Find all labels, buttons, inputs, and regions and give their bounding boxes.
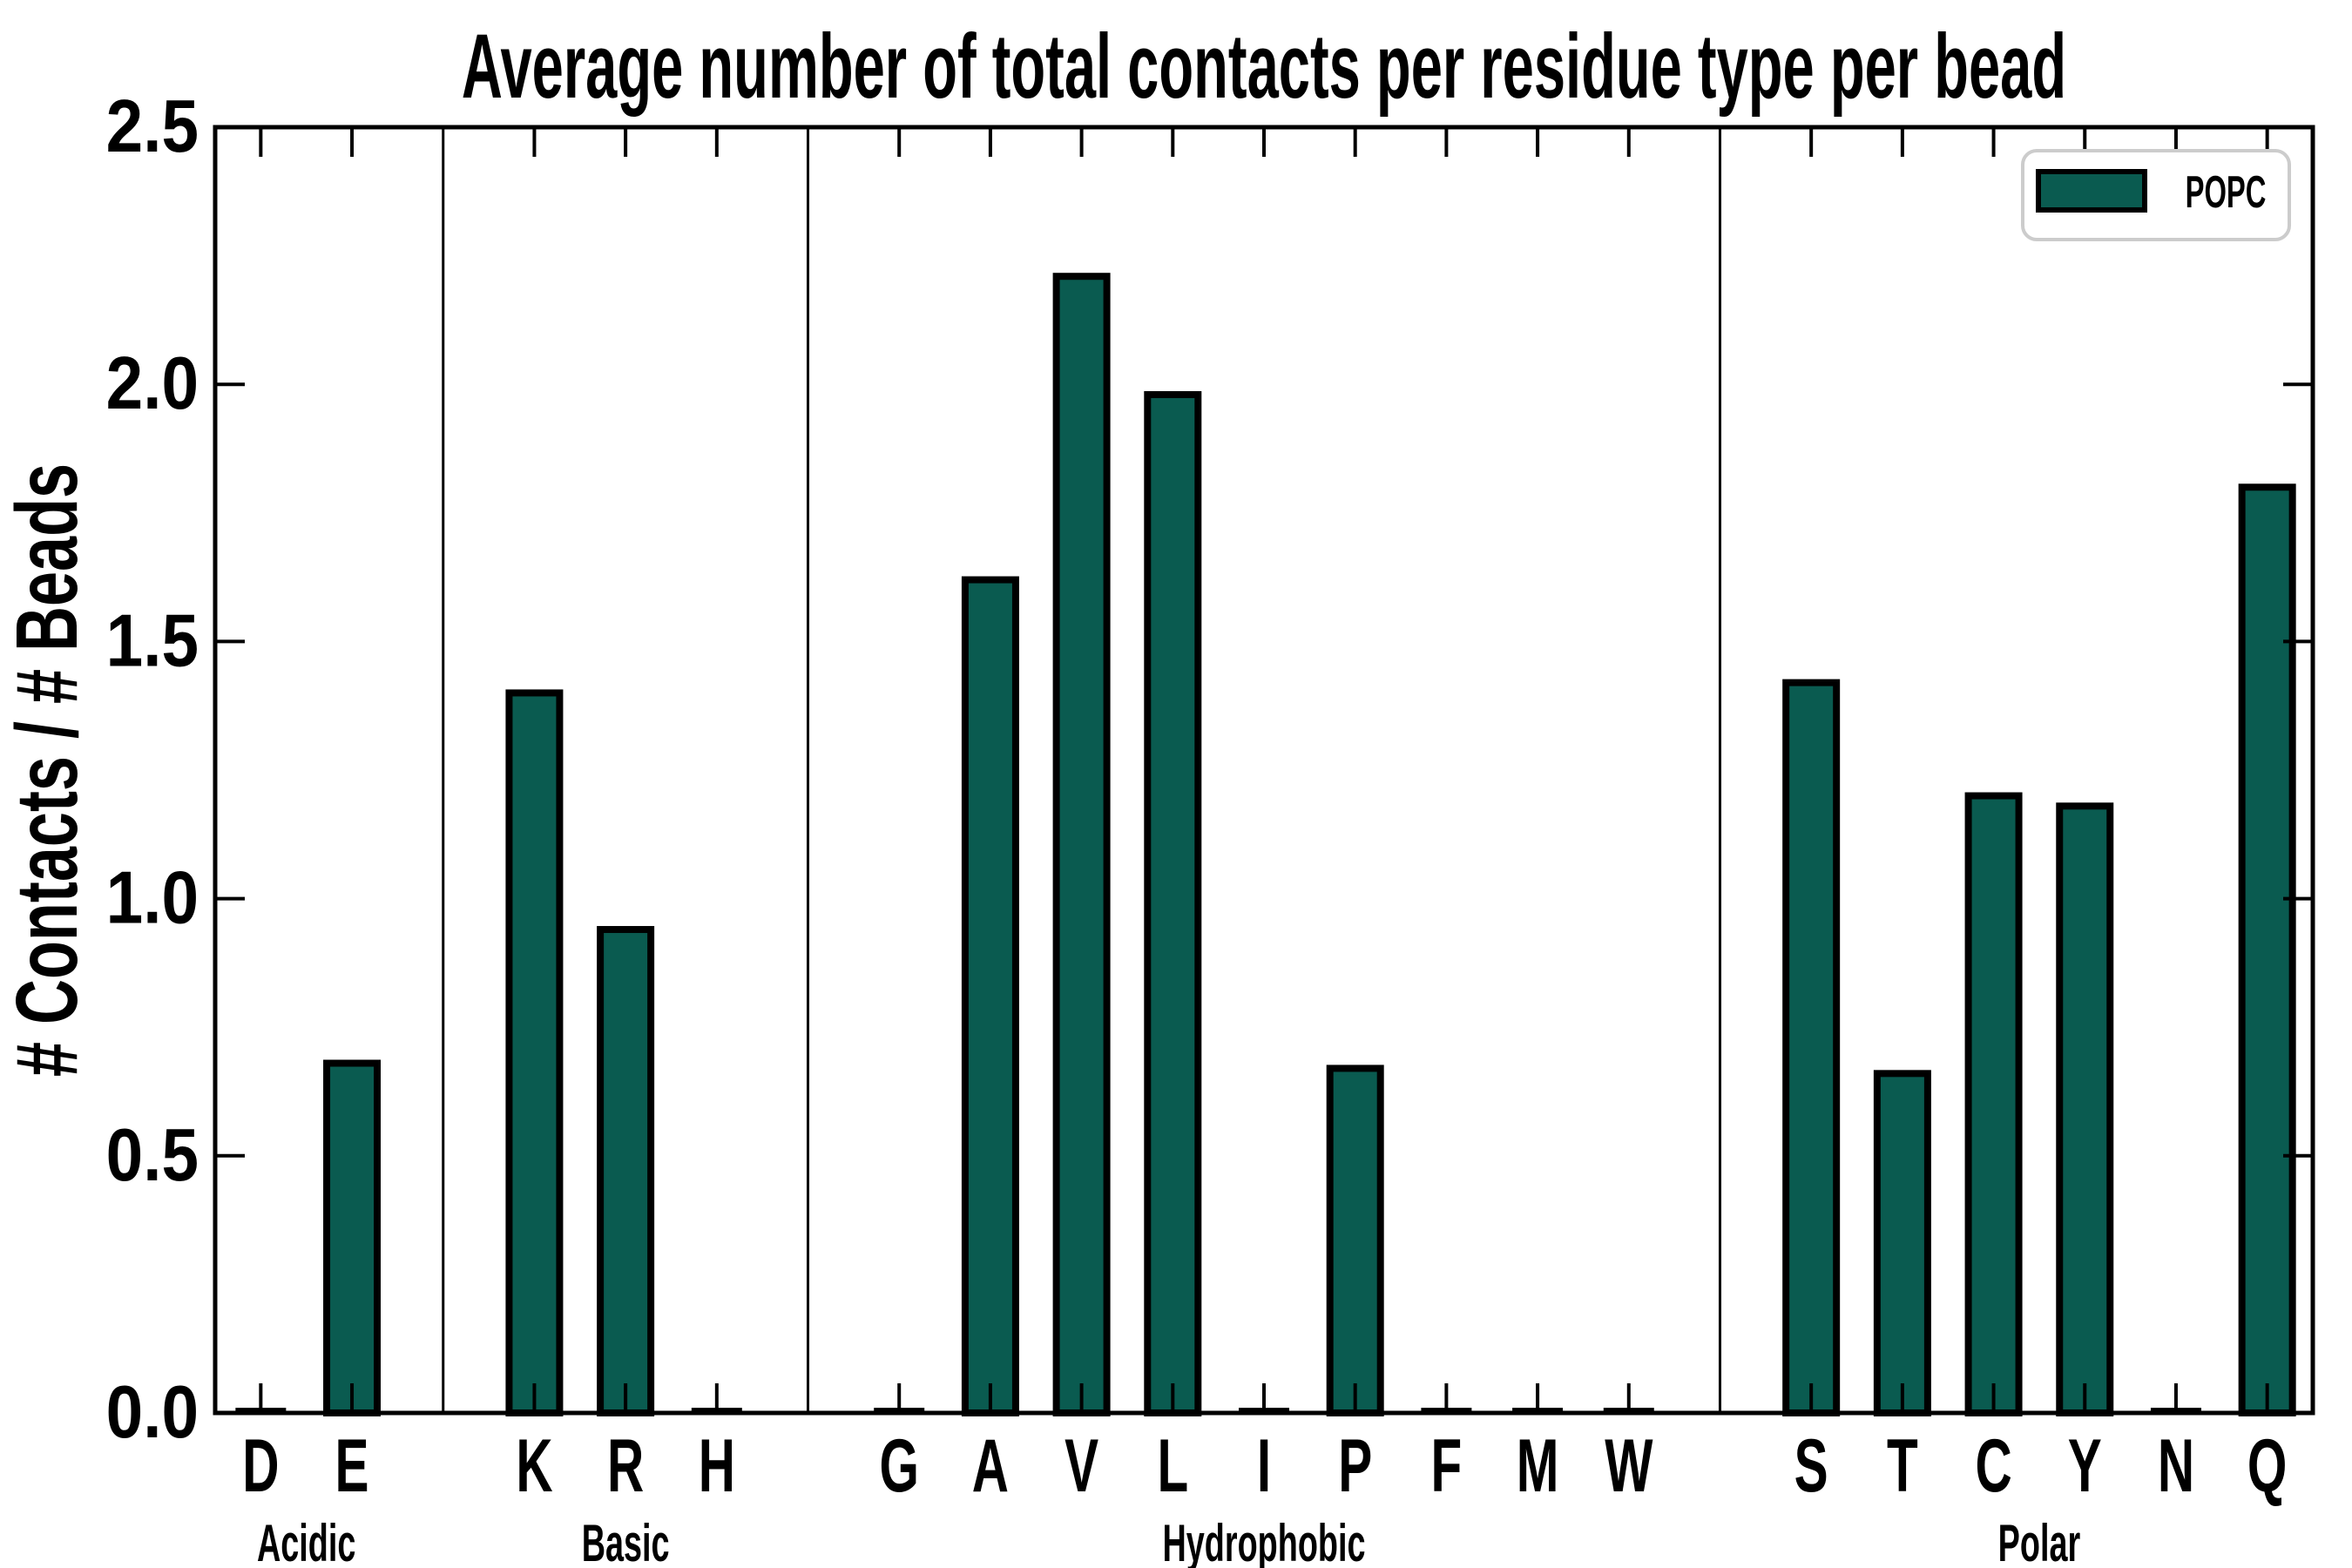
svg-text:Acidic: Acidic xyxy=(257,1514,355,1568)
svg-text:A: A xyxy=(972,1423,1009,1508)
legend-label: POPC xyxy=(2186,168,2267,218)
group-label-Acidic: Acidic xyxy=(257,1514,355,1568)
svg-text:M: M xyxy=(1517,1423,1559,1508)
svg-text:F: F xyxy=(1431,1423,1463,1508)
x-label-F: F xyxy=(1431,1423,1463,1508)
svg-text:2.5: 2.5 xyxy=(106,85,199,168)
svg-text:0.0: 0.0 xyxy=(106,1371,199,1454)
svg-text:1.5: 1.5 xyxy=(106,600,199,683)
svg-text:C: C xyxy=(1975,1423,2011,1508)
group-dividers-layer xyxy=(442,127,1721,1413)
x-label-N: N xyxy=(2158,1423,2194,1508)
x-label-C: C xyxy=(1975,1423,2011,1508)
bar-E xyxy=(323,1059,382,1416)
bar-V xyxy=(1052,273,1111,1417)
svg-text:E: E xyxy=(335,1423,369,1508)
bar-A xyxy=(961,576,1019,1416)
x-label-K: K xyxy=(516,1423,552,1508)
svg-text:0.5: 0.5 xyxy=(106,1114,199,1197)
svg-text:D: D xyxy=(242,1423,279,1508)
x-label-A: A xyxy=(972,1423,1009,1508)
legend: POPC xyxy=(2021,149,2291,241)
svg-text:H: H xyxy=(699,1423,735,1508)
bar-L xyxy=(1144,391,1202,1416)
x-label-I: I xyxy=(1257,1423,1271,1508)
bar-Q xyxy=(2238,483,2296,1416)
x-label-G: G xyxy=(879,1423,918,1508)
y-tick-label-2.5: 2.5 xyxy=(106,85,199,168)
x-label-Q: Q xyxy=(2247,1423,2287,1508)
y-tick-label-0.0: 0.0 xyxy=(106,1371,199,1454)
bar-S xyxy=(1782,679,1841,1416)
svg-text:Q: Q xyxy=(2247,1423,2287,1508)
group-label-Polar: Polar xyxy=(1998,1514,2081,1568)
svg-text:K: K xyxy=(516,1423,552,1508)
x-label-R: R xyxy=(607,1423,644,1508)
bar-Y xyxy=(2056,802,2114,1416)
group-label-Basic: Basic xyxy=(582,1514,670,1568)
bar-K xyxy=(505,689,564,1416)
x-label-S: S xyxy=(1794,1423,1828,1508)
svg-text:Polar: Polar xyxy=(1998,1514,2081,1568)
svg-text:L: L xyxy=(1157,1423,1188,1508)
svg-text:N: N xyxy=(2158,1423,2194,1508)
x-label-M: M xyxy=(1517,1423,1559,1508)
svg-text:Hydrophobic: Hydrophobic xyxy=(1162,1514,1365,1568)
svg-text:I: I xyxy=(1257,1423,1271,1508)
x-label-H: H xyxy=(699,1423,735,1508)
bar-T xyxy=(1873,1070,1931,1417)
bar-C xyxy=(1964,792,2023,1416)
svg-text:2.0: 2.0 xyxy=(106,343,199,426)
svg-text:Y: Y xyxy=(2068,1423,2102,1508)
svg-text:POPC: POPC xyxy=(2186,168,2267,218)
y-tick-label-1.0: 1.0 xyxy=(106,857,199,940)
svg-text:R: R xyxy=(607,1423,644,1508)
bar-R xyxy=(597,926,655,1417)
y-tick-labels-layer: 0.0 0.5 1.0 1.5 2.0 2.5 xyxy=(106,85,199,1454)
svg-text:Average number of total contac: Average number of total contacts per res… xyxy=(462,15,2066,118)
x-label-T: T xyxy=(1887,1423,1918,1508)
svg-text:# Contacts / # Beads: # Contacts / # Beads xyxy=(0,463,96,1077)
group-label-Hydrophobic: Hydrophobic xyxy=(1162,1514,1365,1568)
group-labels-layer: Acidic Basic Hydrophobic Polar xyxy=(257,1514,2080,1568)
x-label-V: V xyxy=(1064,1423,1098,1508)
x-label-P: P xyxy=(1338,1423,1372,1508)
bars-layer xyxy=(235,273,2296,1417)
bar-P xyxy=(1326,1064,1384,1416)
svg-text:W: W xyxy=(1605,1423,1653,1508)
x-label-D: D xyxy=(242,1423,279,1508)
svg-text:V: V xyxy=(1064,1423,1098,1508)
svg-text:S: S xyxy=(1794,1423,1828,1508)
chart-title: Average number of total contacts per res… xyxy=(462,15,2066,118)
svg-text:P: P xyxy=(1338,1423,1372,1508)
svg-text:T: T xyxy=(1887,1423,1918,1508)
y-axis-label: # Contacts / # Beads xyxy=(0,463,96,1077)
x-label-E: E xyxy=(335,1423,369,1508)
svg-text:G: G xyxy=(879,1423,918,1508)
x-label-Y: Y xyxy=(2068,1423,2102,1508)
y-tick-label-1.5: 1.5 xyxy=(106,600,199,683)
x-label-W: W xyxy=(1605,1423,1653,1508)
x-label-L: L xyxy=(1157,1423,1188,1508)
y-tick-label-2.0: 2.0 xyxy=(106,343,199,426)
svg-text:1.0: 1.0 xyxy=(106,857,199,940)
svg-text:Basic: Basic xyxy=(582,1514,670,1568)
legend-swatch xyxy=(2036,169,2147,213)
y-tick-label-0.5: 0.5 xyxy=(106,1114,199,1197)
